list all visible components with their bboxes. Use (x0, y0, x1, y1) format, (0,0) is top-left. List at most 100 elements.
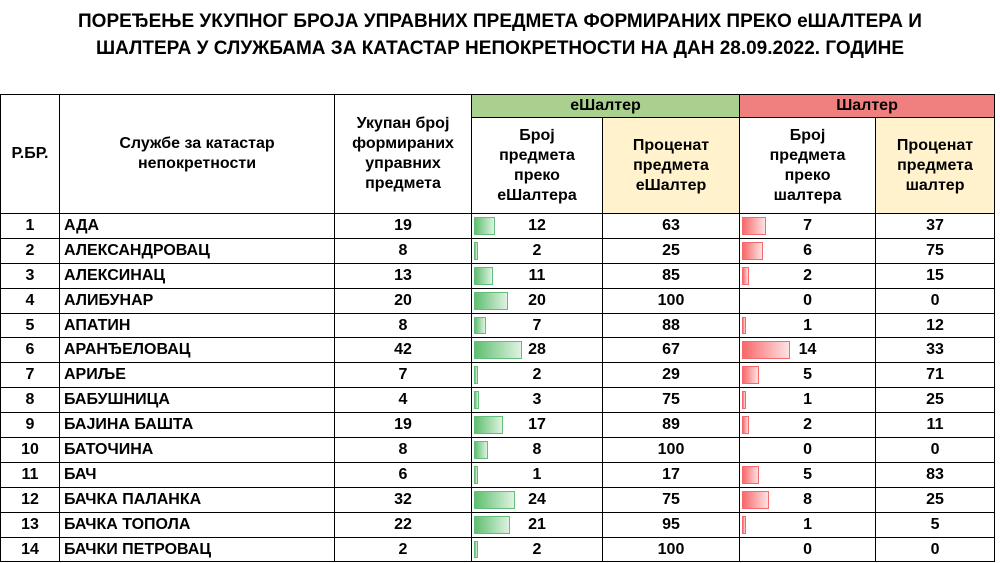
cell-es-count-value: 21 (528, 515, 546, 533)
cell-es-count-bar (474, 217, 495, 235)
cell-sh-count-value: 6 (803, 241, 812, 259)
cell-es-count-bar (474, 540, 478, 559)
cell-es-count-bar (474, 490, 516, 509)
cell-sh-count-bar (742, 515, 747, 534)
header-shalter-group: Шалтер (739, 94, 996, 118)
cell-es-percent: 95 (601, 511, 741, 538)
header-eshalter-group: еШалтер (470, 94, 741, 118)
cell-es-count-bar (474, 291, 509, 310)
cell-es-percent: 89 (601, 412, 741, 439)
cell-sh-count: 1 (739, 312, 877, 339)
cell-es-count-value: 3 (532, 391, 542, 409)
cell-sh-percent: 12 (875, 312, 996, 339)
cell-sh-count: 14 (739, 337, 877, 364)
cell-es-count-bar (474, 266, 493, 285)
cell-es-count: 3 (471, 387, 603, 414)
cell-sh-count-bar (742, 416, 749, 435)
cell-sh-percent: 83 (875, 461, 996, 488)
cell-sh-count-value: 0 (803, 291, 812, 309)
cell-sh-percent: 25 (875, 387, 996, 414)
cell-sh-percent: 0 (875, 437, 996, 463)
cell-es-percent: 75 (601, 387, 741, 414)
cell-es-count: 24 (471, 486, 603, 513)
cell-office-name: АЛЕКСИНАЦ (59, 262, 335, 289)
cell-sh-count-bar (742, 366, 760, 385)
cell-sh-count-value: 5 (803, 366, 812, 384)
cell-sh-percent: 5 (875, 511, 996, 538)
cell-office-name: АЛЕКСАНДРОВАЦ (59, 237, 335, 264)
cell-sh-percent: 11 (875, 412, 996, 439)
cell-es-count-value: 2 (532, 540, 542, 558)
cell-es-count: 7 (471, 312, 603, 339)
cell-total: 13 (334, 262, 472, 289)
header-rbr: Р.БР. (0, 94, 60, 214)
cell-es-percent: 67 (601, 337, 741, 364)
page-title: ПОРЕЂЕЊЕ УКУПНОГ БРОЈА УПРАВНИХ ПРЕДМЕТА… (0, 8, 1000, 62)
table-row: 14 БАЧКИ ПЕТРОВАЦ 2 2 100 0 0 (0, 536, 996, 563)
cell-es-count: 20 (471, 287, 603, 314)
cell-es-count: 1 (471, 461, 603, 488)
cell-office-name: АЛИБУНАР (59, 287, 335, 314)
table-row: 5 АПАТИН 8 7 88 1 12 (0, 312, 996, 339)
table-row: 1 АДА 19 12 63 7 37 (0, 213, 996, 239)
cell-office-name: БАЧКИ ПЕТРОВАЦ (59, 536, 335, 563)
table-row: 10 БАТОЧИНА 8 8 100 0 0 (0, 437, 996, 463)
cell-es-count-bar (474, 416, 504, 435)
cell-sh-count-bar (742, 217, 767, 235)
cell-sh-count-bar (742, 465, 760, 484)
cell-es-count-value: 2 (532, 366, 542, 384)
cell-rbr: 4 (0, 287, 60, 314)
cell-es-percent: 100 (601, 536, 741, 563)
cell-sh-count-value: 14 (798, 341, 817, 359)
cell-sh-count: 1 (739, 511, 877, 538)
cell-es-count-bar (474, 366, 478, 385)
cell-es-count-value: 28 (528, 341, 546, 359)
cell-sh-count-bar (742, 241, 763, 260)
cell-sh-count-bar (742, 341, 791, 360)
cell-office-name: БАБУШНИЦА (59, 387, 335, 414)
cell-es-count: 2 (471, 237, 603, 264)
cell-sh-count-bar (742, 490, 770, 509)
table-row: 13 БАЧКА ТОПОЛА 22 21 95 1 5 (0, 511, 996, 538)
table-row: 11 БАЧ 6 1 17 5 83 (0, 461, 996, 488)
table-row: 8 БАБУШНИЦА 4 3 75 1 25 (0, 387, 996, 414)
cell-rbr: 10 (0, 437, 60, 463)
cell-es-percent: 63 (601, 213, 741, 239)
cell-office-name: АПАТИН (59, 312, 335, 339)
cell-sh-percent: 15 (875, 262, 996, 289)
cell-rbr: 1 (0, 213, 60, 239)
cell-sh-count: 0 (739, 287, 877, 314)
cell-es-count-value: 1 (532, 465, 542, 483)
cell-office-name: АРАНЂЕЛОВАЦ (59, 337, 335, 364)
cell-es-count-value: 24 (528, 490, 546, 508)
table-row: 6 АРАНЂЕЛОВАЦ 42 28 67 14 33 (0, 337, 996, 364)
cell-es-count-value: 8 (532, 440, 542, 458)
cell-office-name: АРИЉЕ (59, 362, 335, 389)
cell-total: 20 (334, 287, 472, 314)
cell-es-percent: 75 (601, 486, 741, 513)
cell-sh-count-value: 0 (803, 540, 812, 558)
cell-es-percent: 29 (601, 362, 741, 389)
cell-sh-count: 7 (739, 213, 877, 239)
cell-sh-count-value: 1 (803, 316, 812, 334)
cell-es-count-value: 2 (532, 241, 542, 259)
cell-sh-count-value: 0 (803, 440, 812, 458)
cell-es-percent: 25 (601, 237, 741, 264)
cell-es-count-value: 12 (528, 216, 546, 234)
cell-es-count: 2 (471, 362, 603, 389)
cell-total: 2 (334, 536, 472, 563)
cell-es-count-bar (474, 441, 488, 459)
comparison-table: Р.БР. Службе за катастар непокретности У… (0, 94, 996, 563)
cell-es-count-value: 20 (528, 291, 546, 309)
header-es-percent: Проценат предмета еШалтер (601, 117, 741, 214)
cell-sh-count: 2 (739, 412, 877, 439)
cell-sh-percent: 25 (875, 486, 996, 513)
cell-sh-percent: 75 (875, 237, 996, 264)
cell-es-percent: 100 (601, 287, 741, 314)
cell-rbr: 13 (0, 511, 60, 538)
cell-sh-count-bar (742, 316, 747, 335)
cell-rbr: 5 (0, 312, 60, 339)
cell-office-name: БАЈИНА БАШТА (59, 412, 335, 439)
cell-es-count-bar (474, 391, 480, 410)
cell-sh-count: 2 (739, 262, 877, 289)
